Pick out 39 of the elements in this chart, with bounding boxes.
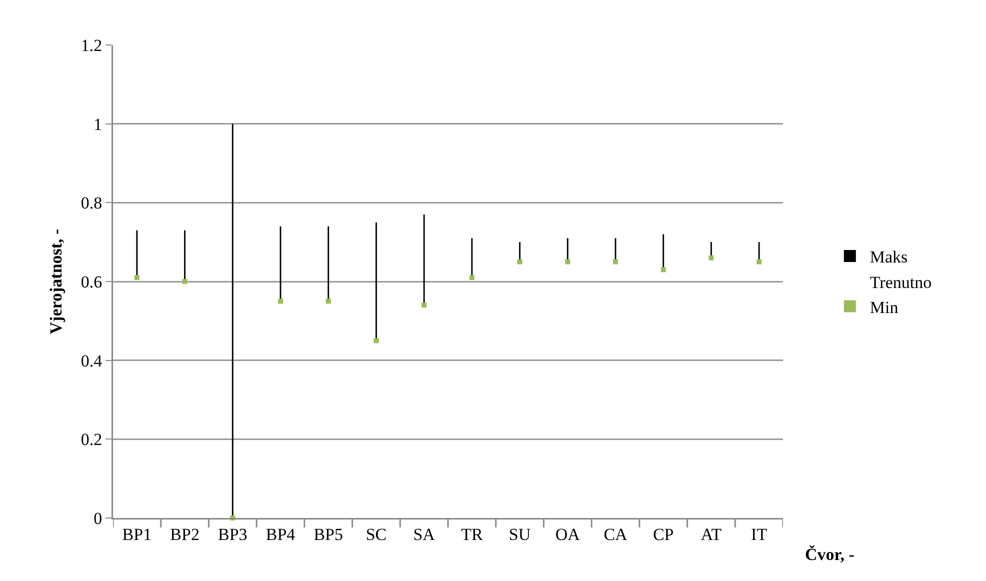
y-tick-label: 1 [94,114,102,134]
x-tick-label: TR [461,524,484,544]
point [708,255,714,260]
legend-label: Min [870,298,899,317]
x-tick-label: SU [508,524,531,544]
point [756,259,762,264]
y-tick-label: 0.2 [80,430,102,450]
point [182,279,188,284]
point [134,275,140,280]
point [565,259,570,264]
x-axis-title: Čvor, - [805,545,855,564]
point [422,302,427,308]
point [469,275,474,280]
x-tick-label: BP2 [170,524,200,544]
x-tick-label: IT [751,524,768,544]
x-tick-label: BP1 [122,524,152,544]
x-tick-label: AT [700,524,722,544]
x-tick-label: BP5 [314,524,344,544]
y-tick-label: 1.2 [80,36,102,55]
x-tick-label: SC [366,524,387,544]
point [278,298,283,304]
x-tick-label: BP3 [218,524,248,544]
point [613,259,618,264]
x-tick-label: CA [604,524,628,544]
x-tick-label: OA [555,524,581,544]
y-tick-label: 0.6 [80,272,102,292]
point [326,298,331,304]
y-tick-label: 0.8 [80,194,102,213]
point [660,267,666,272]
x-tick-label: SA [413,524,436,544]
x-tick-label: CP [652,524,674,544]
legend-label: Maks [870,248,908,267]
y-axis-title: Vjerojatnost, - [46,228,66,334]
x-tick-label: BP4 [266,524,296,544]
point [374,338,379,344]
y-tick-label: 0.4 [80,351,103,370]
text: Trenutno [870,272,932,292]
y-tick-label: 0 [94,508,102,528]
point [517,259,522,264]
